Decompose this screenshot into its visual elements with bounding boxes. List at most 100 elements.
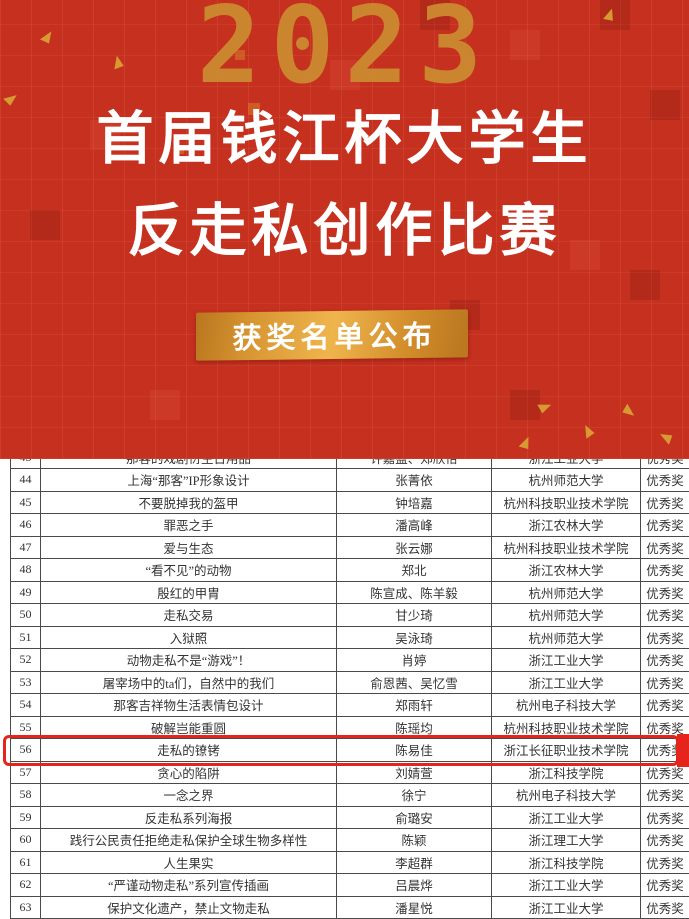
school-name: 浙江工业大学 <box>492 807 641 830</box>
award-label: 优秀奖 <box>641 559 689 582</box>
work-title: 罪恶之手 <box>41 514 337 537</box>
school-name: 浙江农林大学 <box>492 559 641 582</box>
work-title: 不要脱掉我的盔甲 <box>41 492 337 515</box>
work-title: 入狱照 <box>41 627 337 650</box>
row-number: 45 <box>11 492 41 515</box>
school-name: 浙江工业大学 <box>492 897 641 919</box>
author-name: 郑北 <box>337 559 492 582</box>
school-name: 杭州电子科技大学 <box>492 694 641 717</box>
school-name: 浙江长征职业技术学院 <box>492 739 641 762</box>
work-title: 爱与生态 <box>41 537 337 560</box>
work-title: 一念之界 <box>41 784 337 807</box>
school-name: 浙江科技学院 <box>492 852 641 875</box>
row-number: 55 <box>11 717 41 740</box>
author-name: 张菁依 <box>337 469 492 492</box>
school-name: 杭州师范大学 <box>492 582 641 605</box>
work-title: 动物走私不是“游戏”！ <box>41 649 337 672</box>
row-number: 51 <box>11 627 41 650</box>
row-number: 49 <box>11 582 41 605</box>
award-label: 优秀奖 <box>641 514 689 537</box>
work-title: 走私的镣铐 <box>41 739 337 762</box>
school-name: 杭州科技职业技术学院 <box>492 717 641 740</box>
poster-title-line1: 首届钱江杯大学生 <box>0 106 689 173</box>
row-number: 59 <box>11 807 41 830</box>
award-banner: 获奖名单公布 <box>196 309 468 360</box>
row-number: 63 <box>11 897 41 919</box>
author-name: 肖婷 <box>337 649 492 672</box>
school-name: 杭州师范大学 <box>492 604 641 627</box>
confetti-icon <box>519 435 532 449</box>
work-title: 保护文化遗产，禁止文物走私 <box>41 897 337 919</box>
work-title: 破解岂能重圆 <box>41 717 337 740</box>
author-name: 吕晨烨 <box>337 874 492 897</box>
award-label: 优秀奖 <box>641 649 689 672</box>
school-name: 杭州师范大学 <box>492 627 641 650</box>
award-label: 优秀奖 <box>641 762 689 785</box>
table-row: 48“看不见”的动物郑北浙江农林大学优秀奖 <box>11 559 689 582</box>
award-label: 优秀奖 <box>641 604 689 627</box>
author-name: 甘少琦 <box>337 604 492 627</box>
award-label: 优秀奖 <box>641 627 689 650</box>
results-table: 43那客的戏剧衍生日用品许嘉盈、郑欣怡浙江工业大学优秀奖44上海“那客”IP形象… <box>10 446 689 919</box>
work-title: “看不见”的动物 <box>41 559 337 582</box>
work-title: 贪心的陷阱 <box>41 762 337 785</box>
author-name: 陈瑶均 <box>337 717 492 740</box>
award-label: 优秀奖 <box>641 897 689 919</box>
mosaic-square <box>510 390 540 420</box>
row-number: 48 <box>11 559 41 582</box>
row-number: 62 <box>11 874 41 897</box>
award-label: 优秀奖 <box>641 852 689 875</box>
work-title: 人生果实 <box>41 852 337 875</box>
award-label: 优秀奖 <box>641 492 689 515</box>
school-name: 杭州师范大学 <box>492 469 641 492</box>
poster-year: 2023 <box>0 0 689 107</box>
author-name: 陈宣成、陈羊毅 <box>337 582 492 605</box>
confetti-icon <box>658 431 673 445</box>
award-label: 优秀奖 <box>641 694 689 717</box>
work-title: 上海“那客”IP形象设计 <box>41 469 337 492</box>
school-name: 浙江农林大学 <box>492 514 641 537</box>
award-label: 优秀奖 <box>641 469 689 492</box>
work-title: “严谨动物走私”系列宣传插画 <box>41 874 337 897</box>
school-name: 浙江科技学院 <box>492 762 641 785</box>
school-name: 浙江理工大学 <box>492 829 641 852</box>
row-number: 57 <box>11 762 41 785</box>
row-number: 61 <box>11 852 41 875</box>
school-name: 浙江工业大学 <box>492 874 641 897</box>
row-number: 58 <box>11 784 41 807</box>
school-name: 杭州电子科技大学 <box>492 784 641 807</box>
work-title: 那客吉祥物生活表情包设计 <box>41 694 337 717</box>
row-number: 54 <box>11 694 41 717</box>
author-name: 吴泳琦 <box>337 627 492 650</box>
school-name: 浙江工业大学 <box>492 649 641 672</box>
row-number: 50 <box>11 604 41 627</box>
author-name: 徐宁 <box>337 784 492 807</box>
author-name: 郑雨轩 <box>337 694 492 717</box>
table-row: 62“严谨动物走私”系列宣传插画吕晨烨浙江工业大学优秀奖 <box>11 874 689 897</box>
award-label: 优秀奖 <box>641 672 689 695</box>
author-name: 钟培嘉 <box>337 492 492 515</box>
row-number: 53 <box>11 672 41 695</box>
work-title: 殷红的甲胄 <box>41 582 337 605</box>
mosaic-square <box>150 390 180 420</box>
work-title: 反走私系列海报 <box>41 807 337 830</box>
mosaic-square <box>630 270 660 300</box>
author-name: 李超群 <box>337 852 492 875</box>
work-title: 践行公民责任拒绝走私保护全球生物多样性 <box>41 829 337 852</box>
work-title: 走私交易 <box>41 604 337 627</box>
author-name: 陈颖 <box>337 829 492 852</box>
award-label: 优秀奖 <box>641 874 689 897</box>
award-label: 优秀奖 <box>641 829 689 852</box>
